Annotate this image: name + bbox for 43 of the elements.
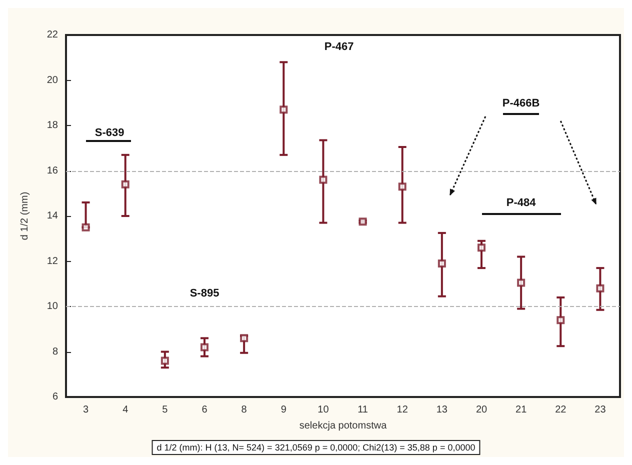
point <box>358 218 367 226</box>
point <box>200 343 208 352</box>
x-tick-label: 21 <box>516 404 528 416</box>
point <box>160 356 169 365</box>
annotation: P-467 <box>324 41 354 54</box>
text: d 1/2 (mm): H (13, N= 524) = 321,0569 p = 0,0000; Chi2(13) = 35,88 p = 0,0000 <box>156 442 476 452</box>
point <box>517 278 526 287</box>
y-tick-label: 16 <box>46 165 58 176</box>
point <box>478 244 486 252</box>
y-tick-label: 6 <box>52 392 58 402</box>
x-tick-label: 11 <box>358 404 368 416</box>
x-tick-label: 6 <box>202 404 208 416</box>
y-tick-label: 12 <box>46 256 58 267</box>
x-tick-label: 5 <box>162 404 168 416</box>
point <box>121 180 130 188</box>
x-axis-title: selekcja potomstwa <box>299 420 388 432</box>
x-tick-label: 4 <box>122 404 129 416</box>
y-tick-label: 8 <box>52 346 58 358</box>
x-tick-label: 13 <box>436 404 448 416</box>
x-tick-label: 12 <box>396 404 408 416</box>
y-tick-label: 22 <box>46 30 58 40</box>
point <box>596 284 604 292</box>
annotation: S-895 <box>190 288 220 300</box>
annotation: S-639 <box>94 127 124 140</box>
x-tick-label: 10 <box>318 404 330 416</box>
point <box>556 316 565 324</box>
x-tick-label: 22 <box>555 404 567 416</box>
point <box>438 260 446 268</box>
y-tick-label: 20 <box>46 74 58 86</box>
x-tick-label: 9 <box>280 404 287 416</box>
y-tick-label: 18 <box>46 120 58 131</box>
x-tick-label: 8 <box>241 404 248 416</box>
point <box>398 182 406 191</box>
point <box>319 176 328 184</box>
annotation: P-466B <box>502 98 540 110</box>
y-tick-label: 14 <box>46 210 58 222</box>
x-tick-label: 20 <box>476 404 488 416</box>
point <box>280 106 288 114</box>
x-tick-label: 23 <box>594 404 606 416</box>
annotation: P-484 <box>506 197 537 210</box>
x-tick-label: 3 <box>83 404 90 416</box>
y-tick-label: 10 <box>46 301 58 312</box>
y-axis-title: d 1/2 (mm) <box>20 192 30 240</box>
